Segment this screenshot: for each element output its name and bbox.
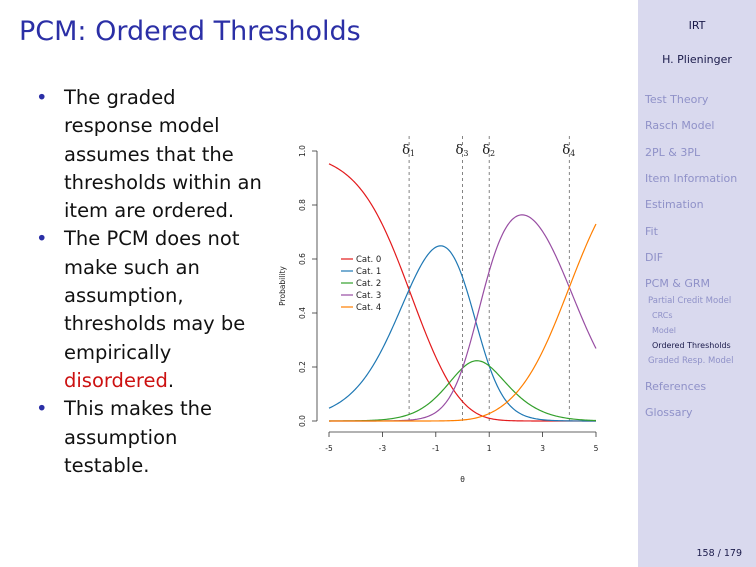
bullet-item: • The graded response model assumes that…: [36, 84, 266, 225]
threshold-symbol: δ: [562, 143, 570, 158]
threshold-symbol: δ: [482, 143, 490, 158]
threshold-index: 1: [410, 149, 415, 158]
nav-pcm-grm[interactable]: PCM & GRM: [645, 277, 711, 290]
page-number: 158 / 179: [696, 548, 742, 559]
author-name: H. Plieninger: [662, 53, 732, 66]
y-axis-label: Probability: [278, 266, 287, 306]
threshold-label-4: δ4: [562, 143, 575, 158]
legend-label: Cat. 1: [356, 267, 381, 277]
y-tick-label: 1.0: [298, 145, 307, 157]
nav-fit[interactable]: Fit: [645, 225, 658, 238]
threshold-symbol: δ: [402, 143, 410, 158]
x-tick-label: -3: [379, 444, 387, 453]
bullet-item: • The PCM does not make such an assumpti…: [36, 225, 266, 395]
threshold-index: 3: [463, 149, 468, 158]
y-tick-label: 0.6: [298, 253, 307, 265]
bullet-list: • The graded response model assumes that…: [36, 84, 266, 480]
x-tick-label: 3: [540, 444, 545, 453]
highlight-disordered: disordered: [64, 368, 168, 392]
threshold-label-3: δ3: [456, 143, 469, 158]
threshold-label-1: δ1: [402, 143, 415, 158]
y-tick-label: 0.4: [298, 307, 307, 319]
legend-label: Cat. 3: [356, 291, 381, 301]
legend-label: Cat. 4: [356, 303, 381, 313]
y-tick-label: 0.0: [298, 415, 307, 427]
nav-2pl-3pl[interactable]: 2PL & 3PL: [645, 146, 701, 159]
bullet-text: This makes the assumption testable.: [64, 397, 212, 477]
nav-estimation[interactable]: Estimation: [645, 198, 704, 211]
nav-dif[interactable]: DIF: [645, 251, 664, 264]
bullet-item: • This makes the assumption testable.: [36, 395, 266, 480]
sidebar: IRT H. Plieninger Test Theory Rasch Mode…: [638, 0, 756, 567]
category-response-curves-chart: δ1 δ3 δ2 δ4-5 -3 -1 1 3 5θ0.00.20.40.60.81.0Prob…: [278, 136, 599, 484]
nav-model[interactable]: Model: [652, 326, 677, 335]
curve-cat-0: [328, 163, 596, 422]
slide-title: PCM: Ordered Thresholds: [19, 16, 361, 47]
nav-item-information[interactable]: Item Information: [645, 172, 738, 185]
nav-ordered-thresholds[interactable]: Ordered Thresholds: [652, 341, 731, 350]
threshold-index: 2: [490, 149, 495, 158]
bullet-text-end: .: [167, 368, 175, 392]
y-tick-label: 0.2: [298, 361, 307, 373]
x-axis-label: θ: [460, 475, 465, 484]
nav-test-theory[interactable]: Test Theory: [645, 93, 709, 106]
y-tick-label: 0.8: [298, 199, 307, 211]
bullet-marker: •: [36, 86, 48, 109]
course-title: IRT: [688, 19, 706, 32]
nav-rasch-model[interactable]: Rasch Model: [645, 119, 715, 132]
nav-crcs[interactable]: CRCs: [652, 311, 673, 320]
threshold-label-2: δ2: [482, 143, 495, 158]
x-tick-label: 5: [594, 444, 599, 453]
curve-cat-4: [329, 223, 597, 422]
threshold-index: 4: [570, 149, 575, 158]
bullet-text: The PCM does not make such an assumption…: [64, 227, 246, 364]
nav-glossary[interactable]: Glossary: [645, 406, 693, 419]
nav-partial-credit-model[interactable]: Partial Credit Model: [648, 296, 732, 306]
chart-root: δ1 δ3 δ2 δ4-5 -3 -1 1 3 5θ0.00.20.40.60.81.0Prob…: [278, 136, 599, 484]
nav-references[interactable]: References: [645, 380, 707, 393]
legend-label: Cat. 0: [356, 255, 381, 265]
bullet-marker: •: [36, 227, 48, 251]
x-tick-label: -5: [325, 444, 333, 453]
legend: Cat. 0 Cat. 1 Cat. 2 Cat. 3 Cat. 4: [341, 255, 381, 313]
bullet-marker: •: [36, 397, 48, 421]
curve-cat-1: [328, 245, 596, 422]
x-tick-label: -1: [432, 444, 440, 453]
legend-label: Cat. 2: [356, 279, 381, 289]
nav-graded-resp-model[interactable]: Graded Resp. Model: [648, 356, 734, 366]
threshold-symbol: δ: [456, 143, 464, 158]
bullet-text: The graded response model assumes that t…: [64, 86, 262, 223]
x-tick-label: 1: [487, 444, 492, 453]
